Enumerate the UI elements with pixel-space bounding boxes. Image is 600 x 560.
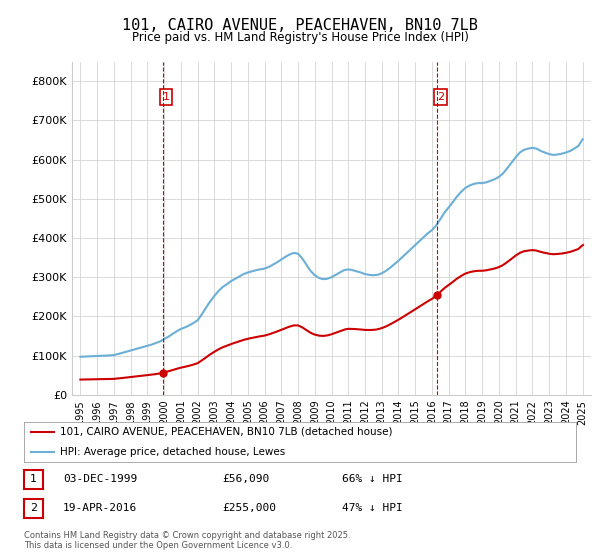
Text: £255,000: £255,000 [222,503,276,513]
Text: 19-APR-2016: 19-APR-2016 [63,503,137,513]
Text: 101, CAIRO AVENUE, PEACEHAVEN, BN10 7LB (detached house): 101, CAIRO AVENUE, PEACEHAVEN, BN10 7LB … [60,427,392,437]
Text: 2: 2 [30,503,37,514]
Text: 66% ↓ HPI: 66% ↓ HPI [342,474,403,484]
Text: 101, CAIRO AVENUE, PEACEHAVEN, BN10 7LB: 101, CAIRO AVENUE, PEACEHAVEN, BN10 7LB [122,18,478,33]
Text: Contains HM Land Registry data © Crown copyright and database right 2025.
This d: Contains HM Land Registry data © Crown c… [24,531,350,550]
Text: 47% ↓ HPI: 47% ↓ HPI [342,503,403,513]
Text: HPI: Average price, detached house, Lewes: HPI: Average price, detached house, Lewe… [60,447,285,457]
Text: 03-DEC-1999: 03-DEC-1999 [63,474,137,484]
Text: 1: 1 [163,92,170,102]
Text: 1: 1 [30,474,37,484]
Text: £56,090: £56,090 [222,474,269,484]
Text: Price paid vs. HM Land Registry's House Price Index (HPI): Price paid vs. HM Land Registry's House … [131,31,469,44]
Text: 2: 2 [437,92,444,102]
